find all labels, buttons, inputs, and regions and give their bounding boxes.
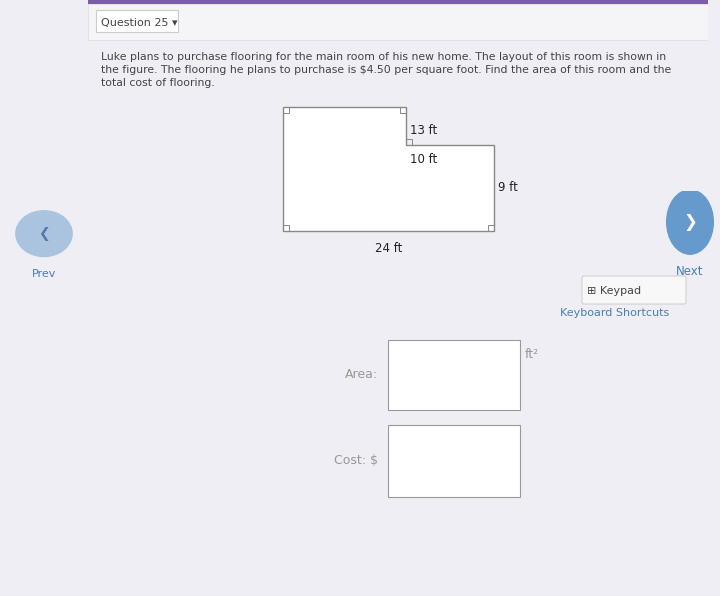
FancyBboxPatch shape — [582, 276, 686, 304]
Text: ◎: ◎ — [664, 17, 675, 29]
Text: 01:27:41: 01:27:41 — [578, 17, 636, 29]
Text: ❯: ❯ — [683, 213, 697, 231]
Polygon shape — [283, 107, 494, 231]
Text: Keyboard Shortcuts: Keyboard Shortcuts — [560, 308, 670, 318]
Text: the figure. The flooring he plans to purchase is $4.50 per square foot. Find the: the figure. The flooring he plans to pur… — [101, 65, 671, 75]
Text: 10 ft: 10 ft — [410, 153, 438, 166]
Bar — [488, 225, 494, 231]
Bar — [406, 139, 413, 145]
Text: total cost of flooring.: total cost of flooring. — [101, 78, 215, 88]
Bar — [88, 4, 708, 40]
Bar — [388, 425, 520, 497]
Text: Question 25 ▾: Question 25 ▾ — [101, 18, 178, 28]
Bar — [88, 0, 708, 4]
Bar — [388, 340, 520, 410]
Text: of 30 Step 1 of 1: of 30 Step 1 of 1 — [186, 18, 279, 28]
Text: Area:: Area: — [345, 368, 378, 381]
Text: 9 ft: 9 ft — [498, 181, 518, 194]
Text: Prev: Prev — [32, 269, 56, 280]
Text: ft²: ft² — [525, 348, 539, 361]
Circle shape — [667, 190, 714, 254]
Text: Next: Next — [676, 265, 703, 278]
Text: 24 ft: 24 ft — [375, 243, 402, 256]
Bar — [96, 10, 178, 32]
Text: Luke plans to purchase flooring for the main room of his new home. The layout of: Luke plans to purchase flooring for the … — [101, 52, 666, 62]
Text: 13 ft: 13 ft — [410, 125, 438, 138]
Text: ⊞ Keypad: ⊞ Keypad — [587, 286, 641, 296]
Circle shape — [16, 211, 72, 256]
Bar — [283, 107, 289, 113]
Text: ❮: ❮ — [38, 226, 50, 241]
Bar — [400, 107, 406, 113]
Bar — [283, 225, 289, 231]
Text: Cost: $: Cost: $ — [334, 455, 378, 467]
